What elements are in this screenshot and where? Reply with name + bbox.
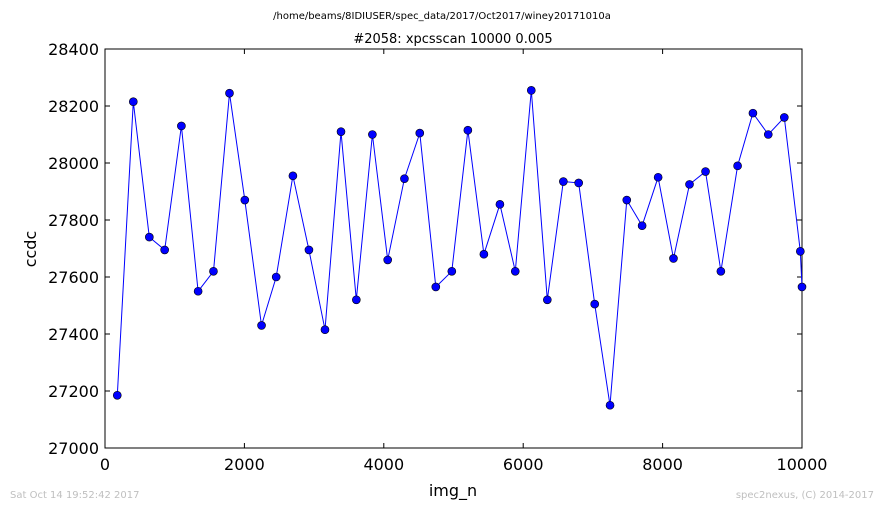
plot-area [104,48,803,449]
data-point [510,266,520,276]
data-point [240,195,250,205]
y-tick-label: 28400 [48,40,99,59]
footer-credit: spec2nexus, (C) 2014-2017 [735,490,874,501]
data-point [796,247,805,256]
data-point [590,299,600,309]
x-axis: 0 2000 4000 6000 8000 10000 [100,49,828,474]
data-point [160,245,169,255]
data-point [463,125,473,135]
data-point [763,130,773,139]
data-point [479,249,489,259]
y-tick-label: 28200 [48,97,99,116]
y-axis-label: ccdc [21,231,40,268]
data-point [257,321,266,330]
data-point [495,200,505,209]
data-point [779,113,789,122]
data-point [447,266,457,276]
x-tick-label: 2000 [224,455,265,474]
chart-supertitle: /home/beams/8IDIUSER/spec_data/2017/Oct2… [273,11,611,22]
data-point [304,245,314,255]
data-point [716,266,726,276]
data-point [701,167,710,176]
data-point [271,272,281,282]
data-point [431,282,441,292]
data-point [193,286,203,296]
data-point [177,121,186,131]
data-point [128,97,138,107]
data-point [368,130,377,139]
chart-title: #2058: xpcsscan 10000 0.005 [353,32,552,47]
y-tick-label: 27400 [48,325,99,344]
y-tick-label: 27800 [48,211,99,230]
data-point [574,178,583,188]
x-tick-label: 0 [100,455,110,474]
data-point [685,180,694,189]
data-point [145,232,154,242]
y-axis: 27000 27200 27400 27600 27800 28000 28200 28400 [48,40,802,458]
data-point [352,295,361,305]
data-point [225,88,234,98]
data-point [669,254,678,263]
footer-timestamp: Sat Oct 14 19:52:42 2017 [10,490,140,501]
data-point [797,282,807,292]
data-point [526,86,536,95]
data-point [559,177,568,186]
data-point [622,195,632,205]
y-tick-label: 27200 [48,382,99,401]
data-point [288,171,298,181]
data-point [209,266,218,276]
series-layer [112,86,807,410]
data-point [112,390,122,400]
data-point [383,255,393,265]
data-point [336,127,346,136]
x-tick-label: 8000 [642,455,683,474]
data-point [605,400,615,410]
data-point [637,221,647,230]
y-tick-label: 27000 [48,439,99,458]
x-tick-label: 10000 [777,455,828,474]
y-tick-label: 27600 [48,268,99,287]
data-point [748,108,758,118]
x-tick-label: 4000 [363,455,404,474]
data-point [653,172,663,182]
data-point [320,325,330,335]
x-tick-label: 6000 [503,455,544,474]
x-axis-label: img_n [429,481,477,501]
data-point [400,174,409,183]
data-point [543,295,552,305]
data-point [415,128,425,138]
y-tick-label: 28000 [48,154,99,173]
data-point [733,161,742,171]
